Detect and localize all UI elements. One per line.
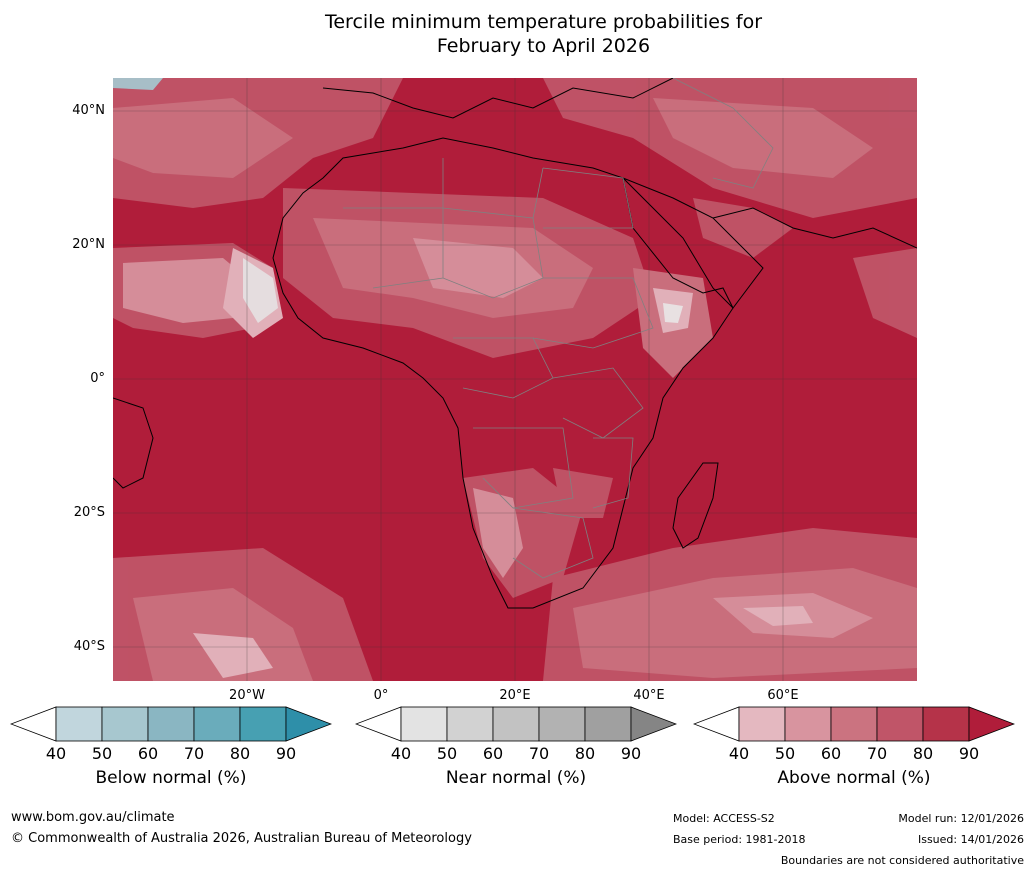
cbar-near-tick-50: 50 xyxy=(436,744,458,763)
probability-map[interactable] xyxy=(113,78,917,681)
colorbar-below-normal: 40 50 60 70 80 90 xyxy=(9,706,333,763)
colorbar-below-svg xyxy=(9,706,333,742)
cbar-above-2 xyxy=(784,706,832,742)
graticule xyxy=(113,78,917,681)
cbar-below-tick-40: 40 xyxy=(45,744,67,763)
cbar-above-tick-70: 70 xyxy=(866,744,888,763)
lon-label-20w: 20°W xyxy=(229,688,265,703)
base-period-label: Base period: 1981-2018 xyxy=(673,833,806,846)
cbar-above-1 xyxy=(738,706,786,742)
cbar-near-1 xyxy=(400,706,448,742)
copyright-text: © Commonwealth of Australia 2026, Austra… xyxy=(11,831,472,846)
cbar-above-max xyxy=(968,706,1016,742)
chart-title: Tercile minimum temperature probabilitie… xyxy=(0,10,1035,58)
lon-label-40e: 40°E xyxy=(633,688,665,703)
cbar-below-tick-60: 60 xyxy=(137,744,159,763)
cbar-below-tick-80: 80 xyxy=(229,744,251,763)
cbar-near-tick-90: 90 xyxy=(620,744,642,763)
lat-label-40s: 40°S xyxy=(73,639,105,654)
cbar-below-tick-70: 70 xyxy=(183,744,205,763)
cbar-above-4 xyxy=(876,706,924,742)
map-svg xyxy=(113,78,917,681)
cbar-near-min xyxy=(354,706,402,742)
cbar-below-tick-50: 50 xyxy=(91,744,113,763)
cbar-below-1 xyxy=(55,706,103,742)
title-line-2: February to April 2026 xyxy=(436,35,651,57)
colorbar-near-normal: 40 50 60 70 80 90 xyxy=(354,706,678,763)
lat-label-40n: 40°N xyxy=(72,103,105,118)
cbar-below-3 xyxy=(147,706,195,742)
cbar-near-5 xyxy=(584,706,632,742)
probability-shading xyxy=(113,78,917,681)
cbar-below-min xyxy=(9,706,57,742)
cbar-above-tick-90: 90 xyxy=(958,744,980,763)
cbar-near-tick-70: 70 xyxy=(528,744,550,763)
coastlines xyxy=(113,78,917,609)
cbar-above-min xyxy=(692,706,740,742)
cbar-below-2 xyxy=(101,706,149,742)
cbar-above-tick-60: 60 xyxy=(820,744,842,763)
cbar-above-tick-40: 40 xyxy=(728,744,750,763)
cbar-above-3 xyxy=(830,706,878,742)
cbar-near-tick-40: 40 xyxy=(390,744,412,763)
lon-label-20e: 20°E xyxy=(499,688,531,703)
cbar-near-max xyxy=(630,706,678,742)
cbar-below-max xyxy=(285,706,333,742)
colorbar-above-normal: 40 50 60 70 80 90 xyxy=(692,706,1016,763)
lat-label-20s: 20°S xyxy=(73,505,105,520)
colorbar-near-title: Near normal (%) xyxy=(445,768,587,788)
colorbar-above-title: Above normal (%) xyxy=(777,768,931,788)
colorbar-below-title: Below normal (%) xyxy=(95,768,247,788)
cbar-near-3 xyxy=(492,706,540,742)
issued-label: Issued: 14/01/2026 xyxy=(917,833,1024,846)
cbar-above-5 xyxy=(922,706,970,742)
cbar-near-tick-80: 80 xyxy=(574,744,596,763)
cbar-above-tick-50: 50 xyxy=(774,744,796,763)
cbar-below-4 xyxy=(193,706,241,742)
disclaimer-text: Boundaries are not considered authoritat… xyxy=(780,854,1024,867)
cbar-near-tick-60: 60 xyxy=(482,744,504,763)
lat-label-0: 0° xyxy=(90,371,105,386)
colorbar-above-svg xyxy=(692,706,1016,742)
colorbar-near-svg xyxy=(354,706,678,742)
cbar-above-tick-80: 80 xyxy=(912,744,934,763)
model-label: Model: ACCESS-S2 xyxy=(673,812,775,825)
cbar-below-5 xyxy=(239,706,287,742)
cbar-near-2 xyxy=(446,706,494,742)
lon-label-60e: 60°E xyxy=(767,688,799,703)
model-run-label: Model run: 12/01/2026 xyxy=(898,812,1024,825)
lon-label-0: 0° xyxy=(373,688,389,703)
lat-label-20n: 20°N xyxy=(72,237,105,252)
country-borders xyxy=(343,78,774,579)
website-link[interactable]: www.bom.gov.au/climate xyxy=(11,810,175,825)
cbar-near-4 xyxy=(538,706,586,742)
cbar-below-tick-90: 90 xyxy=(275,744,297,763)
title-line-1: Tercile minimum temperature probabilitie… xyxy=(324,11,763,33)
